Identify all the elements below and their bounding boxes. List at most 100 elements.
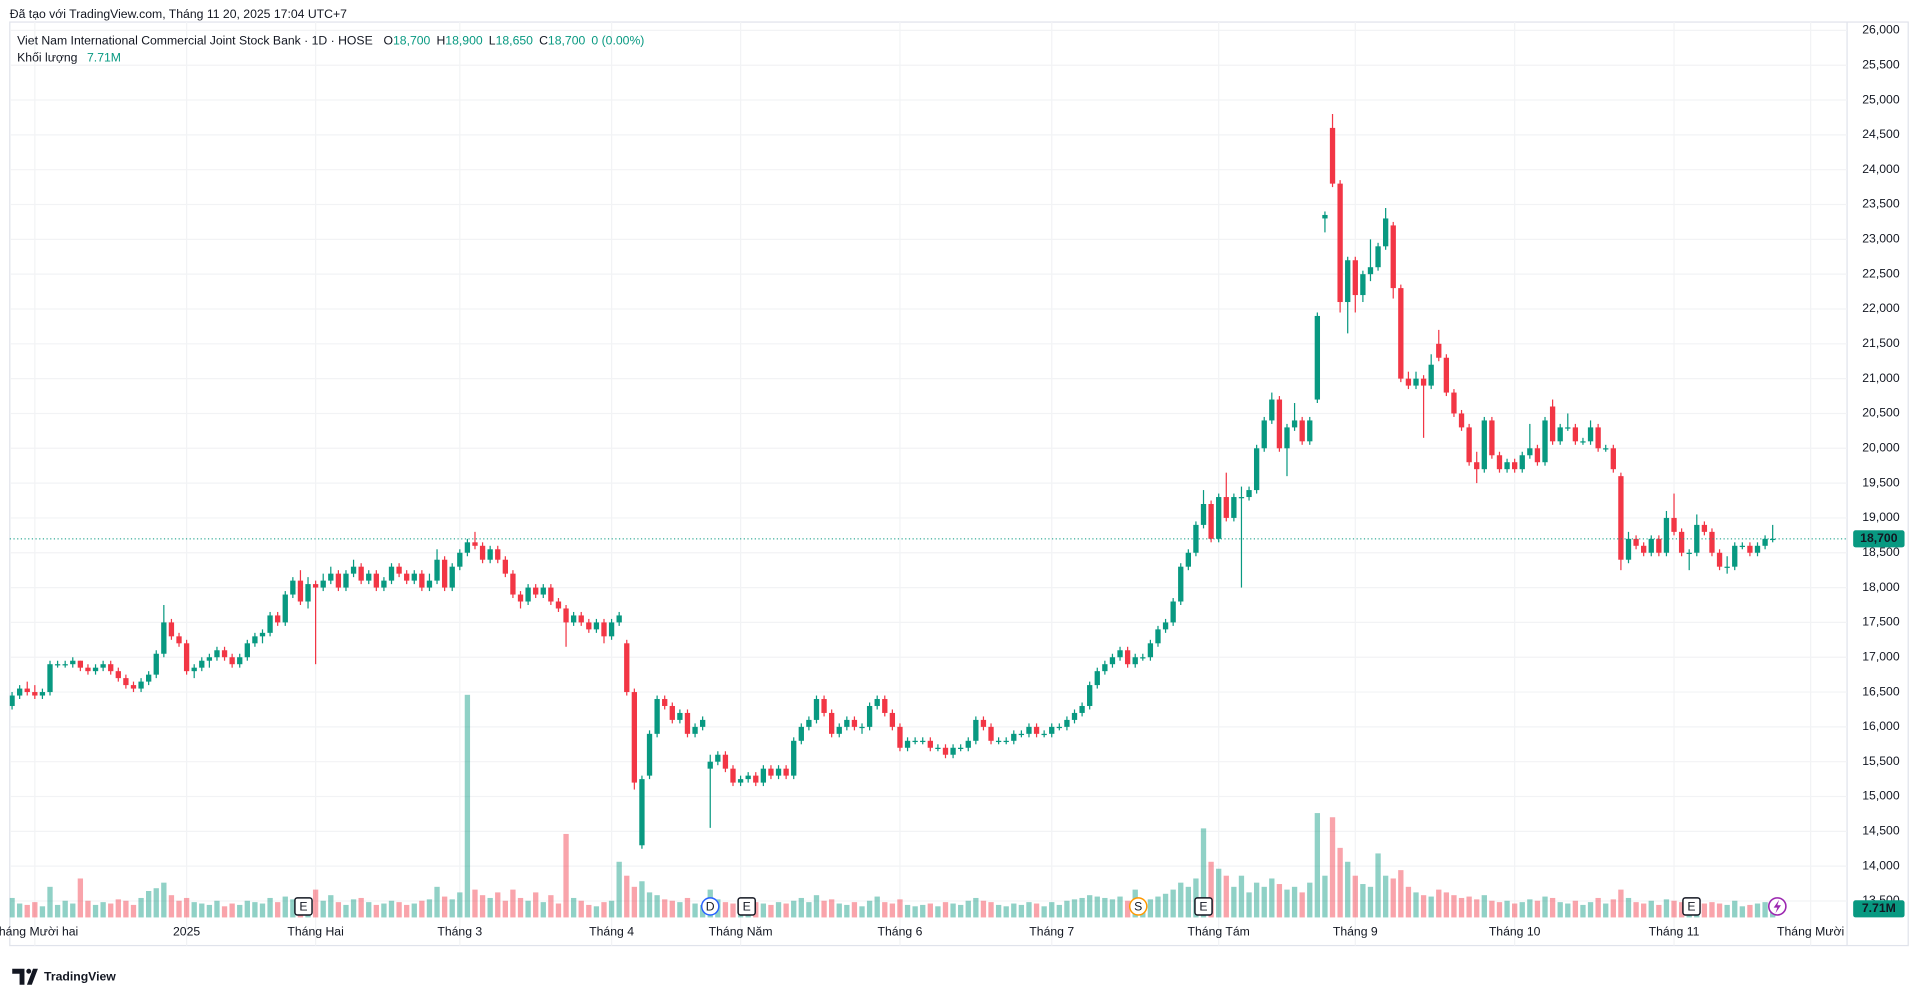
volume-bar <box>973 897 979 918</box>
candle-body <box>54 664 61 666</box>
volume-bar <box>1056 904 1062 918</box>
volume-bar <box>1124 900 1131 918</box>
volume-bar <box>1420 895 1427 918</box>
candle-body <box>646 733 653 776</box>
volume-bar <box>1238 875 1245 918</box>
y-tick-label: 26,000 <box>1862 23 1900 37</box>
candle-body <box>1701 524 1708 532</box>
volume-bar <box>267 897 273 918</box>
legend-change: 0 (0.00%) <box>591 34 644 48</box>
volume-bar <box>548 895 554 918</box>
candle-body <box>1686 552 1692 554</box>
candle-body <box>836 726 842 734</box>
candle-body <box>275 615 281 623</box>
volume-bar <box>965 900 971 918</box>
candle-body <box>1041 733 1047 736</box>
volume-legend: Khối lượng 7.71M <box>17 51 121 65</box>
x-tick-label: Tháng Mười hai <box>0 924 78 938</box>
candle-body <box>434 559 440 581</box>
candle-body <box>874 699 880 706</box>
event-icon <box>700 897 720 916</box>
x-tick-label: Tháng 7 <box>1029 924 1074 938</box>
candle-body <box>753 775 759 783</box>
candle-body <box>1276 399 1283 449</box>
volume-bar <box>39 906 46 918</box>
event-icon <box>737 897 756 916</box>
volume-bar <box>479 895 486 918</box>
candle-body <box>798 726 804 741</box>
candle-body <box>844 719 850 727</box>
volume-bar <box>1223 875 1229 918</box>
event-label: E <box>1687 899 1695 913</box>
candle-body <box>882 699 888 713</box>
volume-bar <box>1732 900 1738 918</box>
candle-body <box>161 622 167 654</box>
volume-bar <box>927 903 933 918</box>
candle-body <box>1420 378 1427 386</box>
volume-bar <box>798 897 804 918</box>
candle-body <box>343 573 349 588</box>
y-tick-label: 18,000 <box>1862 580 1900 594</box>
volume-bar <box>100 902 106 918</box>
volume-bar <box>1162 893 1169 918</box>
candle-body <box>1132 657 1138 665</box>
volume-bar <box>525 900 531 918</box>
volume-bar <box>813 895 820 918</box>
volume-badge <box>1853 900 1905 918</box>
volume-bar <box>1170 889 1176 918</box>
volume-bar <box>328 895 334 918</box>
volume-bar <box>1413 892 1419 918</box>
volume-bar <box>1451 895 1457 918</box>
candle-body <box>206 657 213 661</box>
candle-body <box>1231 497 1237 518</box>
volume-bar <box>677 902 683 918</box>
event-label: E <box>743 899 751 913</box>
candle-body <box>995 740 1002 743</box>
volume-bar <box>1246 892 1252 918</box>
volume-bar <box>464 694 471 918</box>
candle-body <box>1663 517 1670 553</box>
volume-bar <box>434 886 440 918</box>
candle-body <box>479 545 486 560</box>
candle-body <box>624 643 630 693</box>
candle-body <box>464 542 471 553</box>
candle-body <box>1724 566 1730 568</box>
volume-value: 7.71M <box>87 51 121 65</box>
candle-body <box>1382 218 1389 247</box>
volume-bar <box>312 889 319 918</box>
volume-bar <box>176 900 182 918</box>
volume-bar <box>570 897 577 918</box>
candle-body <box>737 779 744 783</box>
volume-bar <box>487 897 493 918</box>
candle-body <box>123 678 129 686</box>
volume-bar <box>1557 902 1563 918</box>
candle-body <box>1519 455 1525 470</box>
candle-body <box>1709 531 1715 553</box>
volume-bar <box>1329 817 1336 918</box>
lightning-icon[interactable] <box>1767 897 1787 916</box>
volume-bar <box>616 861 622 918</box>
candle-body <box>608 622 615 637</box>
candle-body <box>730 768 736 783</box>
volume-bar <box>358 897 364 918</box>
candle-body <box>1549 406 1556 442</box>
x-tick-label: Tháng Mười <box>1777 924 1844 938</box>
volume-bar <box>608 900 615 918</box>
volume-bar <box>229 903 235 918</box>
volume-bar <box>1352 875 1358 918</box>
y-tick-label: 15,000 <box>1862 789 1900 803</box>
volume-bar <box>92 904 99 918</box>
lightning-bolt[interactable] <box>1773 899 1781 914</box>
volume-bar <box>502 900 508 918</box>
candle-body <box>1694 524 1700 553</box>
candle-body <box>358 566 364 581</box>
volume-bar <box>654 895 660 918</box>
volume-bar <box>1018 904 1025 918</box>
candle-body <box>199 660 205 668</box>
volume-bar <box>851 902 858 918</box>
volume-bar <box>1671 900 1677 918</box>
candle-body <box>1238 497 1245 499</box>
volume-title: Khối lượng <box>17 51 78 65</box>
candle-body <box>1216 497 1222 539</box>
volume-bar <box>161 882 167 918</box>
